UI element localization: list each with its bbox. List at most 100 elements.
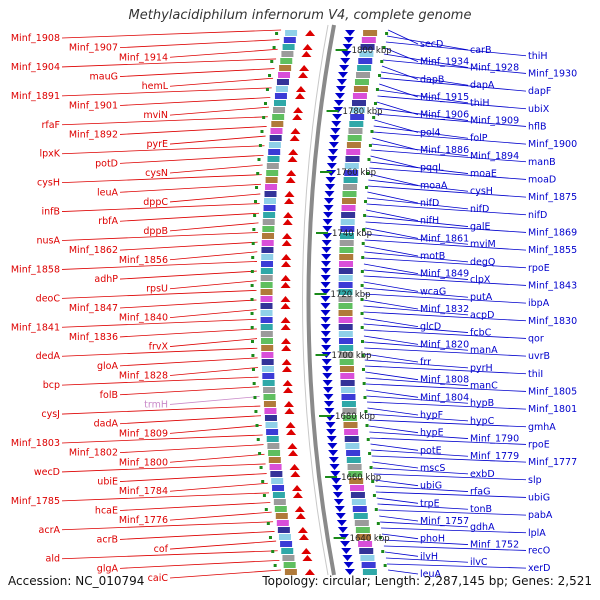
gene-label-right[interactable]: fcbC — [470, 328, 492, 339]
gene-label-right[interactable]: mscS — [420, 463, 445, 474]
gene-label-right[interactable]: exbD — [470, 469, 495, 480]
gene-label-right[interactable]: hypE — [420, 428, 444, 439]
gene-label-right[interactable]: pol4 — [420, 127, 441, 138]
gene-label-right[interactable]: ubiG — [420, 481, 442, 492]
gene-label-right[interactable]: moaE — [470, 169, 497, 180]
gene-label-right[interactable]: secD — [420, 39, 443, 50]
gene-label-right[interactable]: thiH — [528, 51, 548, 62]
gene-label-right[interactable]: Minf_1928 — [470, 63, 519, 74]
gene-label-left[interactable]: Minf_1847 — [69, 303, 118, 314]
gene-label-right[interactable]: Minf_1900 — [528, 139, 577, 150]
gene-label-left[interactable]: ald — [46, 554, 61, 565]
gene-label-right[interactable]: galE — [470, 222, 491, 233]
gene-label-right[interactable]: degQ — [470, 257, 495, 268]
gene-label-right[interactable]: recO — [528, 545, 550, 556]
gene-label-left[interactable]: adhP — [94, 274, 118, 285]
gene-label-left[interactable]: mviN — [143, 110, 168, 121]
gene-label-left[interactable]: Minf_1802 — [69, 448, 118, 459]
gene-label-right[interactable]: thiH — [470, 98, 490, 109]
gene-label-right[interactable]: hypF — [420, 410, 443, 421]
gene-label-right[interactable]: ibpA — [528, 298, 550, 309]
gene-label-right[interactable]: dapF — [528, 86, 551, 97]
gene-label-left[interactable]: Minf_1904 — [11, 62, 60, 73]
gene-label-right[interactable]: nifD — [470, 204, 489, 215]
gene-label-left[interactable]: Minf_1892 — [69, 129, 118, 140]
gene-label-right[interactable]: lplA — [528, 528, 546, 539]
gene-label-right[interactable]: hypC — [470, 416, 495, 427]
gene-label-right[interactable]: Minf_1869 — [528, 227, 577, 238]
gene-label-right[interactable]: Minf_1855 — [528, 245, 577, 256]
gene-label-right[interactable]: nifD — [420, 198, 439, 209]
gene-label-right[interactable]: rfaG — [470, 487, 490, 498]
gene-label-right[interactable]: Minf_1757 — [420, 516, 469, 527]
gene-label-left[interactable]: folB — [100, 390, 118, 401]
gene-label-right[interactable]: nifH — [420, 216, 439, 227]
gene-label-left[interactable]: Minf_1856 — [119, 255, 168, 266]
gene-label-right[interactable]: wcaG — [420, 286, 446, 297]
gene-label-left[interactable]: bcp — [43, 380, 60, 391]
gene-label-right[interactable]: pabA — [528, 510, 553, 521]
gene-label-right[interactable]: trpE — [420, 498, 440, 509]
gene-label-left[interactable]: Minf_1785 — [11, 496, 60, 507]
gene-label-left[interactable]: deoC — [36, 293, 61, 304]
gene-label-right[interactable]: clpX — [470, 275, 491, 286]
gene-label-left[interactable]: Minf_1891 — [11, 91, 60, 102]
gene-label-right[interactable]: Minf_1861 — [420, 233, 469, 244]
gene-label-right[interactable]: Minf_1752 — [470, 540, 519, 551]
gene-label-right[interactable]: Minf_1805 — [528, 386, 577, 397]
gene-label-left[interactable]: dppB — [143, 226, 168, 237]
gene-label-left[interactable]: frvX — [149, 342, 169, 353]
gene-label-left[interactable]: Minf_1858 — [11, 264, 60, 275]
gene-label-right[interactable]: frr — [420, 357, 431, 368]
gene-label-right[interactable]: tonB — [470, 504, 492, 515]
gene-label-left[interactable]: Minf_1862 — [69, 245, 118, 256]
gene-label-right[interactable]: Minf_1790 — [470, 434, 519, 445]
gene-label-left[interactable]: nusA — [37, 236, 61, 247]
gene-label-left[interactable]: dadA — [94, 419, 119, 430]
gene-label-right[interactable]: rpoE — [528, 263, 550, 274]
gene-label-right[interactable]: pyrH — [470, 363, 493, 374]
gene-label-right[interactable]: phoH — [420, 534, 445, 545]
gene-label-right[interactable]: pqqL — [420, 163, 444, 174]
gene-label-right[interactable]: Minf_1934 — [420, 57, 469, 68]
gene-label-left[interactable]: glgA — [97, 563, 119, 574]
gene-label-left[interactable]: Minf_1901 — [69, 101, 118, 112]
gene-label-right[interactable]: ilvH — [420, 551, 438, 562]
gene-label-right[interactable]: Minf_1779 — [470, 451, 519, 462]
gene-label-right[interactable]: acpD — [470, 310, 494, 321]
gene-label-left[interactable]: Minf_1908 — [11, 33, 60, 44]
gene-label-left[interactable]: Minf_1776 — [119, 515, 168, 526]
gene-label-left[interactable]: Minf_1809 — [119, 428, 168, 439]
gene-label-left[interactable]: mauG — [90, 72, 118, 83]
gene-label-left[interactable]: dppC — [143, 197, 168, 208]
gene-label-left[interactable]: acrA — [39, 525, 61, 536]
gene-label-left[interactable]: cof — [154, 544, 169, 555]
gene-label-left[interactable]: Minf_1914 — [119, 52, 168, 63]
gene-label-left[interactable]: hemL — [142, 81, 169, 92]
gene-label-right[interactable]: Minf_1894 — [470, 151, 519, 162]
gene-label-left[interactable]: hcaE — [95, 506, 118, 517]
gene-label-right[interactable]: thiI — [528, 369, 543, 380]
gene-label-right[interactable]: hflB — [528, 121, 547, 132]
gene-label-left[interactable]: Minf_1828 — [119, 371, 168, 382]
gene-label-left[interactable]: gloA — [97, 361, 118, 372]
gene-label-right[interactable]: potE — [420, 445, 442, 456]
gene-label-left[interactable]: leuA — [97, 187, 119, 198]
gene-label-right[interactable]: Minf_1820 — [420, 339, 469, 350]
gene-label-right[interactable]: leuA — [420, 569, 442, 580]
gene-label-right[interactable]: Minf_1843 — [528, 280, 577, 291]
gene-label-left[interactable]: cysN — [145, 168, 168, 179]
gene-label-right[interactable]: moaD — [528, 174, 556, 185]
gene-label-left[interactable]: acrB — [97, 534, 118, 545]
gene-label-right[interactable]: glcD — [420, 322, 441, 333]
gene-label-right[interactable]: Minf_1808 — [420, 375, 469, 386]
gene-label-right[interactable]: gdhA — [470, 522, 495, 533]
gene-label-left[interactable]: rbfA — [98, 216, 118, 227]
gene-label-right[interactable]: ilvC — [470, 557, 488, 568]
gene-label-right[interactable]: dapB — [420, 74, 444, 85]
gene-label-right[interactable]: qor — [528, 333, 544, 344]
gene-label-right[interactable]: Minf_1849 — [420, 269, 469, 280]
gene-label-right[interactable]: slp — [528, 475, 542, 486]
gene-label-right[interactable]: Minf_1915 — [420, 92, 469, 103]
